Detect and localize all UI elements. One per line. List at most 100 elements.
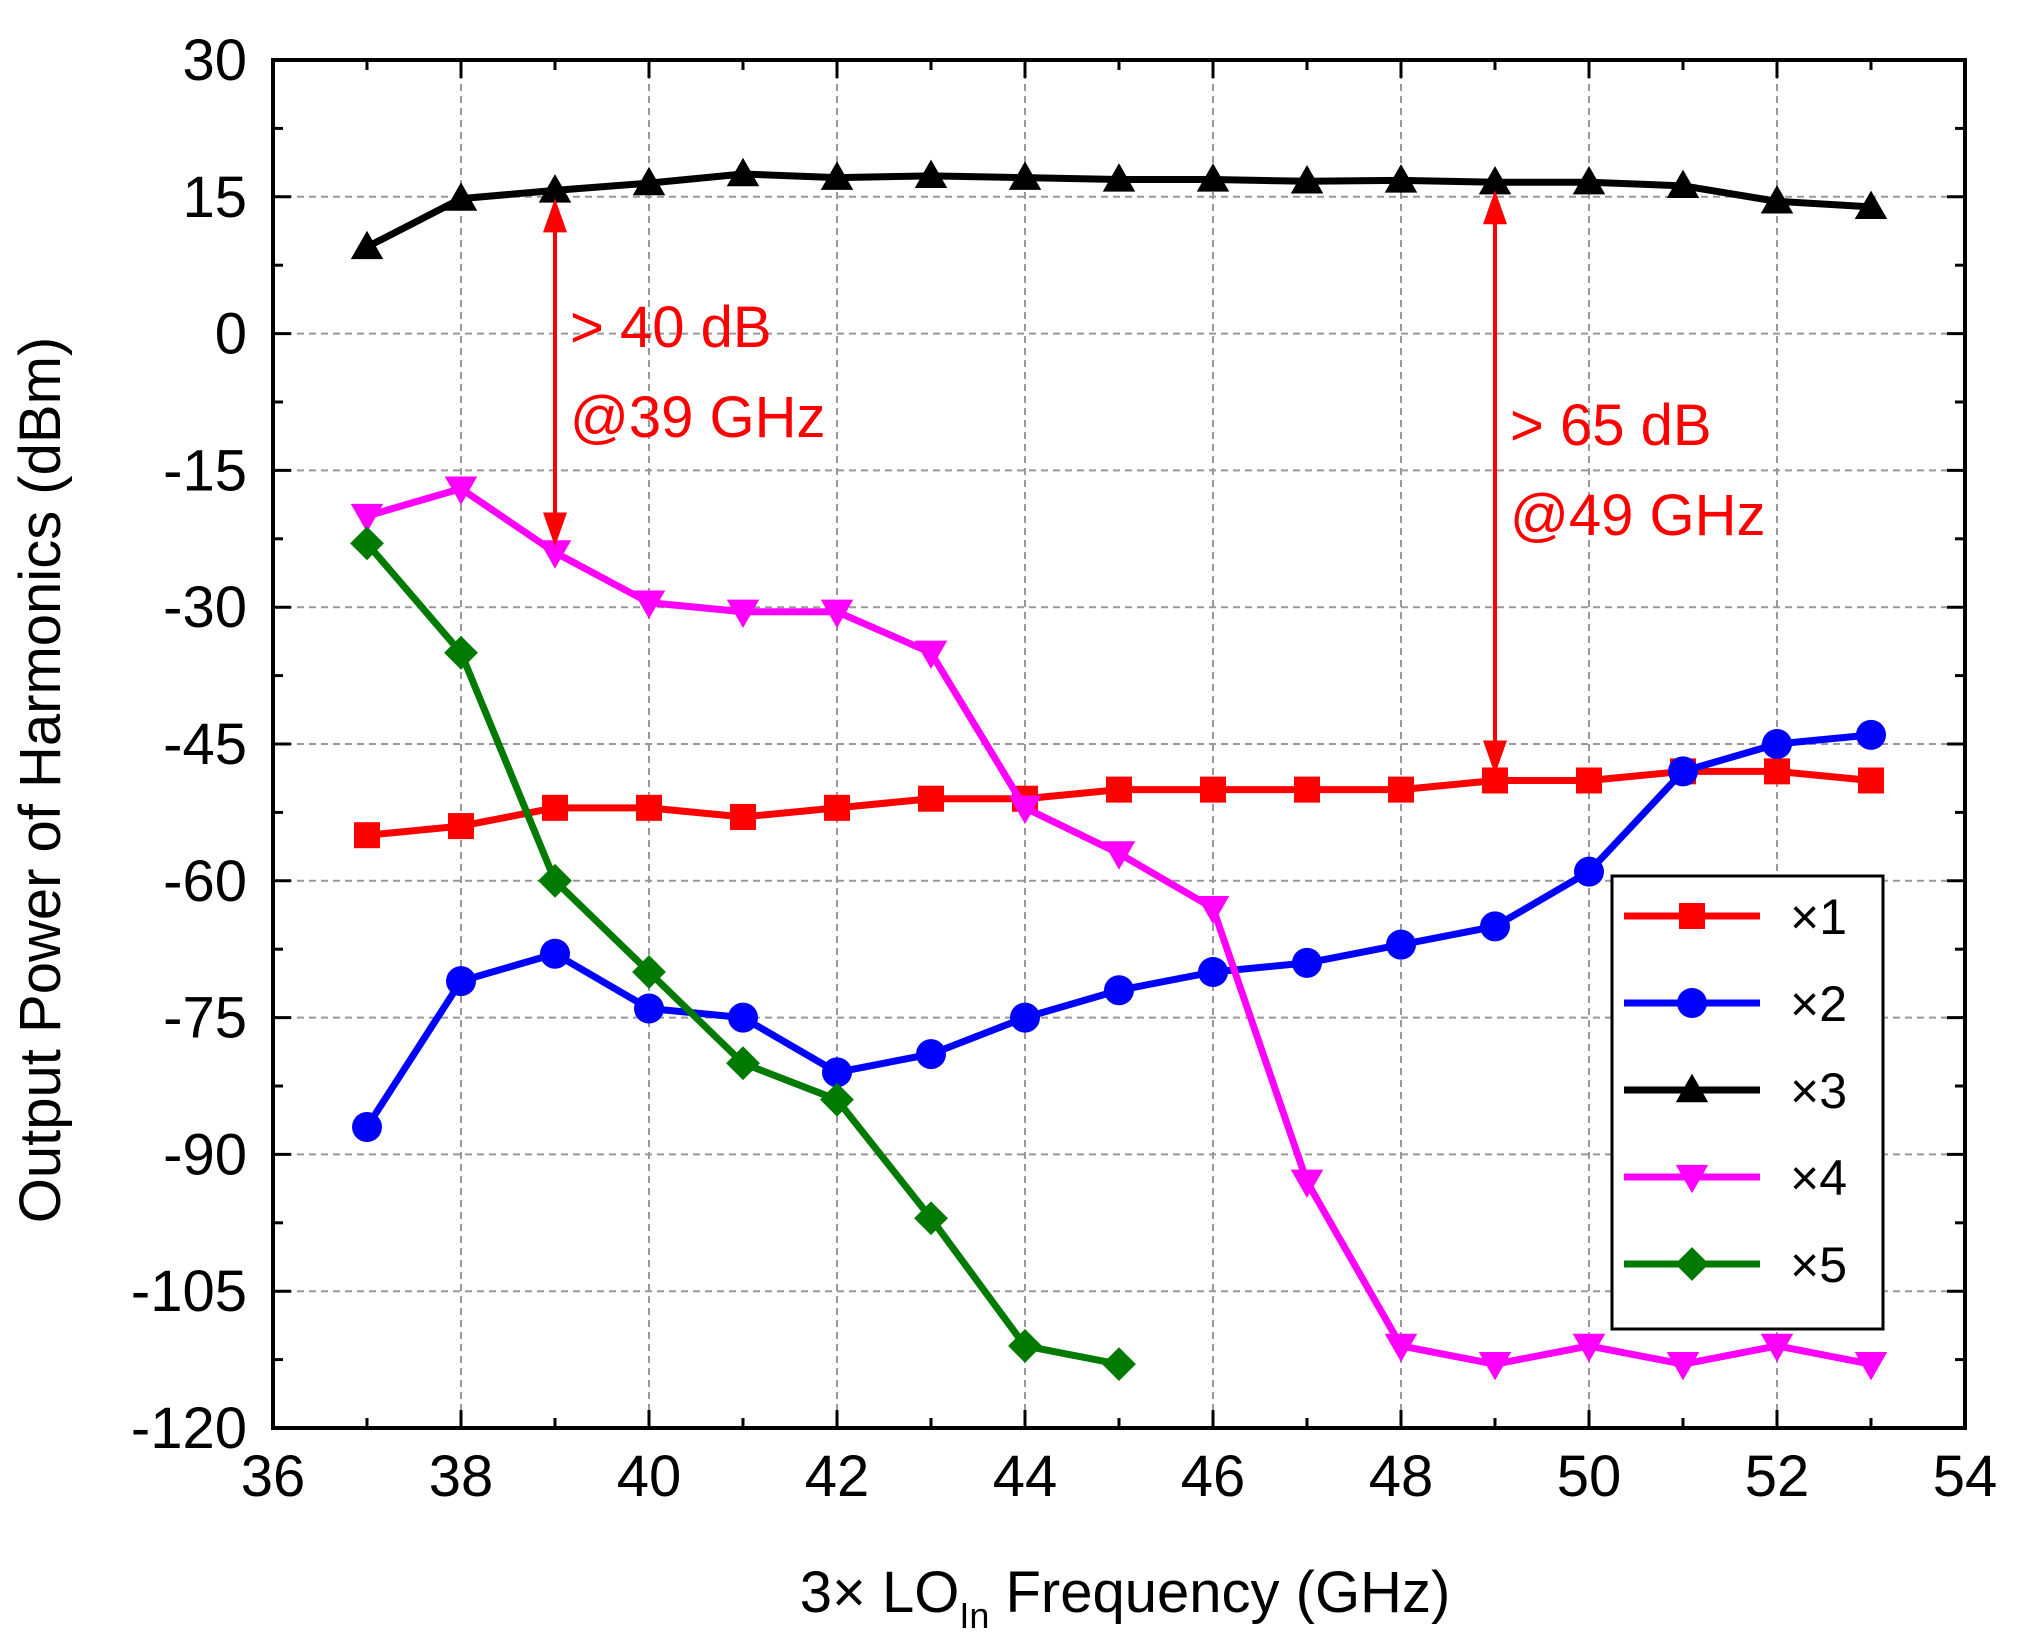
legend-marker bbox=[1677, 988, 1707, 1018]
x-axis-title: 3× LOIn Frequency (GHz) bbox=[800, 1560, 1451, 1636]
data-point bbox=[1856, 719, 1886, 750]
data-point bbox=[538, 540, 572, 569]
data-point bbox=[1290, 1169, 1324, 1199]
y-tick-label: -45 bbox=[163, 712, 247, 777]
data-point bbox=[1196, 163, 1230, 192]
data-point bbox=[1008, 161, 1042, 190]
data-point bbox=[914, 159, 948, 189]
y-axis-title: Output Power of Harmonics (dBm) bbox=[8, 337, 73, 1223]
data-point bbox=[354, 822, 380, 849]
data-point bbox=[1572, 1333, 1606, 1363]
tick-labels: 36 38 40 42 44 46 48 50 52 54 30 15 0 -15 -30 -45 -60 -75… bbox=[131, 28, 1997, 1509]
data-point bbox=[1104, 975, 1134, 1006]
data-point bbox=[1198, 957, 1228, 987]
data-point bbox=[820, 161, 854, 190]
legend-label: ×1 bbox=[1790, 889, 1847, 945]
data-point bbox=[1196, 895, 1230, 925]
y-tick-label: -120 bbox=[131, 1396, 247, 1461]
data-point bbox=[1106, 776, 1132, 803]
x-axis-title-subscript: In bbox=[959, 1595, 989, 1636]
y-tick-label: -60 bbox=[163, 849, 247, 914]
annotation-arrow-head-down bbox=[543, 512, 567, 547]
annotation-label-line1: > 65 dB bbox=[1510, 393, 1712, 458]
legend-item-2: ×2 bbox=[1624, 976, 1847, 1032]
y-tick-label: -90 bbox=[163, 1122, 247, 1187]
data-point bbox=[1854, 1351, 1888, 1381]
annotation-1: > 40 dB @39 GHz bbox=[543, 198, 826, 547]
data-point bbox=[916, 1039, 946, 1070]
series-4 bbox=[350, 476, 1888, 1381]
legend-item-5: ×5 bbox=[1624, 1237, 1847, 1293]
data-point bbox=[538, 174, 572, 203]
data-point bbox=[636, 794, 662, 821]
legend-marker bbox=[1675, 1073, 1709, 1103]
data-point bbox=[1102, 1347, 1136, 1382]
y-tick-label: -30 bbox=[163, 575, 247, 640]
x-tick-label: 38 bbox=[429, 1444, 494, 1509]
data-point bbox=[350, 503, 384, 533]
axis-ticks bbox=[271, 58, 1967, 1430]
data-point bbox=[1666, 169, 1700, 199]
x-tick-label: 36 bbox=[241, 1444, 306, 1509]
series-group bbox=[350, 157, 1888, 1382]
data-point bbox=[1010, 1002, 1040, 1033]
x-tick-label: 44 bbox=[993, 1444, 1058, 1509]
data-point bbox=[1858, 767, 1884, 794]
data-point bbox=[1666, 1351, 1700, 1381]
data-point bbox=[824, 794, 850, 821]
data-point bbox=[444, 182, 478, 211]
data-point bbox=[632, 166, 666, 196]
data-point bbox=[1294, 776, 1320, 803]
data-point bbox=[730, 803, 756, 830]
data-point bbox=[1572, 165, 1606, 195]
legend-item-3: ×3 bbox=[1624, 1063, 1847, 1119]
data-point bbox=[822, 1057, 852, 1088]
data-point bbox=[540, 938, 570, 969]
data-point bbox=[1574, 856, 1604, 887]
annotation-arrow-head-up bbox=[1483, 190, 1507, 225]
data-point bbox=[820, 1082, 854, 1117]
data-point bbox=[1760, 1333, 1794, 1363]
annotations: > 40 dB @39 GHz > 65 dB @49 GHz bbox=[543, 190, 1766, 775]
data-point bbox=[1290, 165, 1324, 194]
x-tick-label: 54 bbox=[1933, 1444, 1998, 1509]
data-point bbox=[1102, 841, 1136, 870]
legend-marker bbox=[1675, 1164, 1709, 1194]
data-point bbox=[1478, 1351, 1512, 1381]
data-point bbox=[350, 526, 384, 561]
legend-marker bbox=[1679, 903, 1705, 929]
data-point bbox=[820, 599, 854, 629]
data-point bbox=[444, 635, 478, 670]
legend-label: ×5 bbox=[1790, 1237, 1847, 1293]
legend-label: ×2 bbox=[1790, 976, 1847, 1032]
annotation-2: > 65 dB @49 GHz bbox=[1483, 190, 1766, 775]
data-point bbox=[538, 863, 572, 898]
x-tick-label: 40 bbox=[617, 1444, 682, 1509]
x-tick-label: 46 bbox=[1181, 1444, 1246, 1509]
data-point bbox=[448, 813, 474, 840]
data-point bbox=[1764, 758, 1790, 785]
data-point bbox=[632, 590, 666, 619]
annotation-arrow-head-up bbox=[543, 198, 567, 233]
legend-label: ×4 bbox=[1790, 1150, 1847, 1206]
data-point bbox=[918, 785, 944, 812]
data-point bbox=[914, 640, 948, 670]
data-point bbox=[542, 794, 568, 821]
data-point bbox=[914, 1201, 948, 1236]
legend-label: ×3 bbox=[1790, 1063, 1847, 1119]
legend-item-1: ×1 bbox=[1624, 889, 1847, 945]
data-point bbox=[1388, 776, 1414, 803]
data-point bbox=[444, 476, 478, 505]
y-tick-label: -105 bbox=[131, 1259, 247, 1324]
data-point bbox=[1008, 795, 1042, 825]
data-point bbox=[1008, 1329, 1042, 1363]
data-point bbox=[1386, 929, 1416, 960]
legend-marker bbox=[1675, 1247, 1709, 1281]
data-point bbox=[726, 1046, 760, 1081]
annotation-label-line2: @39 GHz bbox=[570, 385, 826, 450]
x-tick-label: 52 bbox=[1745, 1444, 1810, 1509]
data-point bbox=[1668, 756, 1698, 787]
x-tick-label: 42 bbox=[805, 1444, 870, 1509]
legend-box bbox=[1610, 874, 1885, 1331]
